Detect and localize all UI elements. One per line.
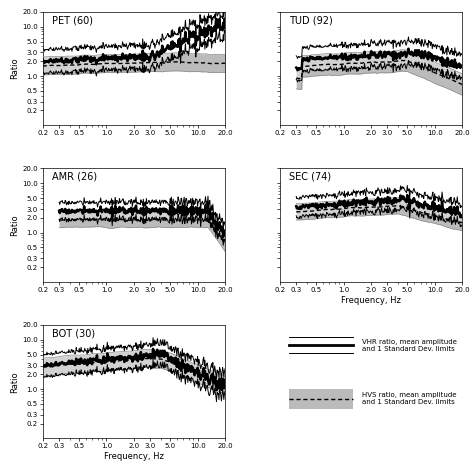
X-axis label: Frequency, Hz: Frequency, Hz [104,452,164,461]
X-axis label: Frequency, Hz: Frequency, Hz [341,295,401,304]
Text: TUD (92): TUD (92) [289,15,333,25]
Text: BOT (30): BOT (30) [52,328,95,338]
Text: PET (60): PET (60) [52,15,93,25]
Text: SEC (74): SEC (74) [289,172,331,182]
Text: HVS ratio, mean amplitude
and 1 Standard Dev. limits: HVS ratio, mean amplitude and 1 Standard… [362,392,456,405]
Y-axis label: Ratio: Ratio [10,371,19,392]
Y-axis label: Ratio: Ratio [10,58,19,79]
Text: VHR ratio, mean amplitude
and 1 Standard Dev. limits: VHR ratio, mean amplitude and 1 Standard… [362,339,457,352]
Y-axis label: Ratio: Ratio [10,214,19,236]
Text: AMR (26): AMR (26) [52,172,97,182]
